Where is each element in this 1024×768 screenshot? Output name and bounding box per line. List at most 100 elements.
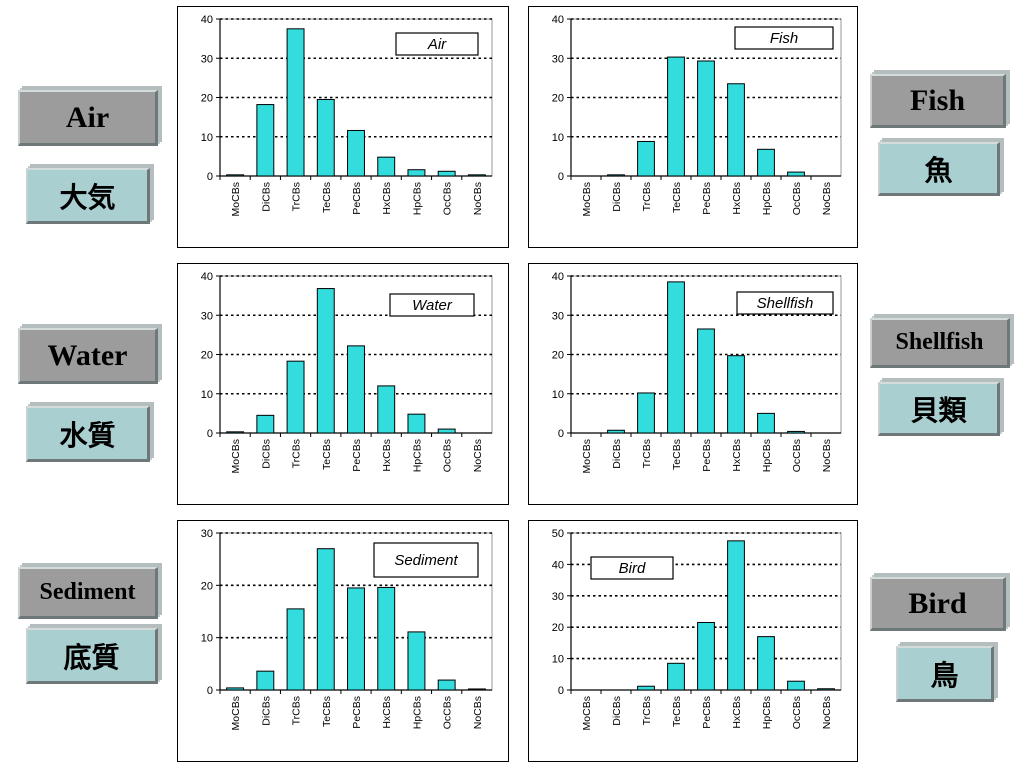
bar-hxcbs: [727, 83, 745, 177]
bar-hpcbs: [407, 169, 426, 177]
y-tick-label: 20: [552, 93, 564, 105]
chart-title-box: [373, 542, 479, 578]
x-tick-label: DiCBs: [611, 696, 623, 726]
x-tick-label: OcCBs: [791, 696, 803, 729]
x-tick-label: HxCBs: [731, 439, 743, 472]
chart-title-box: [395, 32, 479, 56]
x-tick-label: DiCBs: [260, 439, 272, 469]
bar-tecbs: [667, 281, 685, 434]
bar-pecbs: [347, 587, 365, 691]
chart-svg-sediment: 0 10 20 30 MoCBs DiCBs TrCBs TeCBs PeCBs HxCBs HpC…: [201, 528, 493, 730]
chart-fish: 0 10 20 30 40 MoCBs DiCBs TrCBs TeCBs PeCBs HxCBs H…: [528, 6, 858, 248]
label-shellfish-jp: 貝類: [878, 382, 1000, 436]
chart-water: 0 10 20 30 40 MoCBs DiCBs TrCBs TeCBs PeCBs HxCBs H…: [177, 263, 509, 505]
y-tick-label: 0: [207, 685, 213, 697]
chart-svg-air: 0 10 20 30 40 MoCBs DiCBs TrCBs TeCBs PeCBs HxCBs H…: [201, 14, 493, 216]
bar-dicbs: [607, 174, 625, 177]
x-tick-label: TrCBs: [291, 439, 303, 468]
y-tick-label: 50: [552, 528, 564, 540]
x-tick-label: MoCBs: [581, 182, 593, 216]
x-tick-label: PeCBs: [351, 696, 363, 729]
chart-title: Sediment: [394, 552, 458, 569]
label-bird-jp-text: 鳥: [930, 658, 959, 692]
y-tick-label: 40: [201, 14, 213, 26]
label-sediment-en-text: Sediment: [39, 579, 136, 605]
y-tick-label: 20: [201, 93, 213, 105]
y-tick-label: 0: [558, 428, 564, 440]
x-tick-label: HxCBs: [731, 696, 743, 729]
bar-tecbs: [316, 98, 335, 177]
label-water-en: Water: [18, 328, 158, 384]
label-water-jp-text: 水質: [59, 418, 116, 452]
y-tick-label: 30: [552, 53, 564, 65]
chart-title-box: [734, 26, 834, 50]
x-tick-label: HxCBs: [731, 182, 743, 215]
chart-title: Fish: [770, 30, 798, 47]
y-tick-label: 10: [201, 633, 213, 645]
bar-occbs: [787, 171, 805, 177]
chart-title-box: [590, 556, 674, 580]
x-tick-label: HpCBs: [761, 696, 773, 729]
bar-nocbs: [817, 688, 835, 691]
x-tick-label: OcCBs: [442, 182, 454, 215]
x-tick-label: TrCBs: [641, 439, 653, 468]
bar-pecbs: [347, 345, 365, 434]
x-tick-label: HpCBs: [761, 182, 773, 215]
bar-trcbs: [637, 685, 655, 691]
bar-pecbs: [347, 129, 365, 177]
x-tick-label: HpCBs: [411, 696, 423, 729]
label-bird-jp: 鳥: [896, 646, 994, 702]
bar-hpcbs: [757, 412, 775, 434]
bar-mocbs: [226, 687, 245, 691]
bar-hpcbs: [757, 148, 775, 177]
y-tick-label: 0: [207, 428, 213, 440]
x-tick-label: OcCBs: [791, 182, 803, 215]
x-tick-label: DiCBs: [611, 439, 623, 469]
x-tick-label: PeCBs: [351, 182, 363, 215]
x-tick-label: OcCBs: [442, 696, 454, 729]
x-tick-label: NoCBs: [472, 182, 484, 215]
bar-hpcbs: [407, 631, 426, 691]
y-tick-label: 30: [552, 591, 564, 603]
bar-tecbs: [316, 548, 335, 691]
bar-nocbs: [467, 688, 486, 691]
chart-air: 0 10 20 30 40 MoCBs DiCBs TrCBs TeCBs PeCBs HxCBs H…: [177, 6, 509, 248]
label-water-en-text: Water: [47, 338, 128, 372]
bar-hxcbs: [377, 385, 396, 434]
label-shellfish-en-text: Shellfish: [895, 329, 984, 355]
y-tick-label: 20: [201, 350, 213, 362]
x-tick-label: TrCBs: [291, 182, 303, 211]
x-tick-label: TeCBs: [321, 696, 333, 727]
label-shellfish-jp-text: 貝類: [910, 393, 967, 427]
chart-bird: 0 10 20 30 40 50 MoCBs DiCBs TrCBs TeCBs PeCBs HxCB…: [528, 520, 858, 762]
bar-pecbs: [697, 60, 715, 177]
chart-title-box: [736, 291, 834, 315]
chart-svg-fish: 0 10 20 30 40 MoCBs DiCBs TrCBs TeCBs PeCBs HxCBs H…: [552, 14, 842, 216]
x-tick-label: PeCBs: [351, 439, 363, 472]
y-tick-label: 30: [201, 53, 213, 65]
label-bird-en-text: Bird: [908, 586, 967, 620]
label-fish-jp: 魚: [878, 142, 1000, 196]
x-tick-label: DiCBs: [260, 182, 272, 212]
x-tick-label: TeCBs: [321, 182, 333, 213]
y-tick-label: 40: [552, 271, 564, 283]
x-tick-label: MoCBs: [230, 696, 242, 730]
bar-pecbs: [697, 621, 715, 691]
y-tick-label: 10: [201, 132, 213, 144]
y-tick-label: 30: [552, 310, 564, 322]
chart-svg-shellfish: 0 10 20 30 40 MoCBs DiCBs TrCBs TeCBs PeCBs HxCBs H…: [552, 271, 842, 473]
bar-tecbs: [316, 288, 335, 434]
y-tick-label: 10: [552, 654, 564, 666]
bar-trcbs: [637, 392, 655, 434]
bar-trcbs: [286, 28, 305, 177]
x-tick-label: DiCBs: [611, 182, 623, 212]
chart-title: Bird: [619, 560, 646, 577]
x-tick-label: NoCBs: [821, 439, 833, 472]
x-tick-label: MoCBs: [230, 182, 242, 216]
y-tick-label: 0: [558, 685, 564, 697]
bar-hpcbs: [407, 413, 426, 434]
bar-dicbs: [256, 670, 275, 691]
y-tick-label: 40: [201, 271, 213, 283]
x-tick-label: OcCBs: [442, 439, 454, 472]
label-air-en-text: Air: [65, 100, 110, 134]
